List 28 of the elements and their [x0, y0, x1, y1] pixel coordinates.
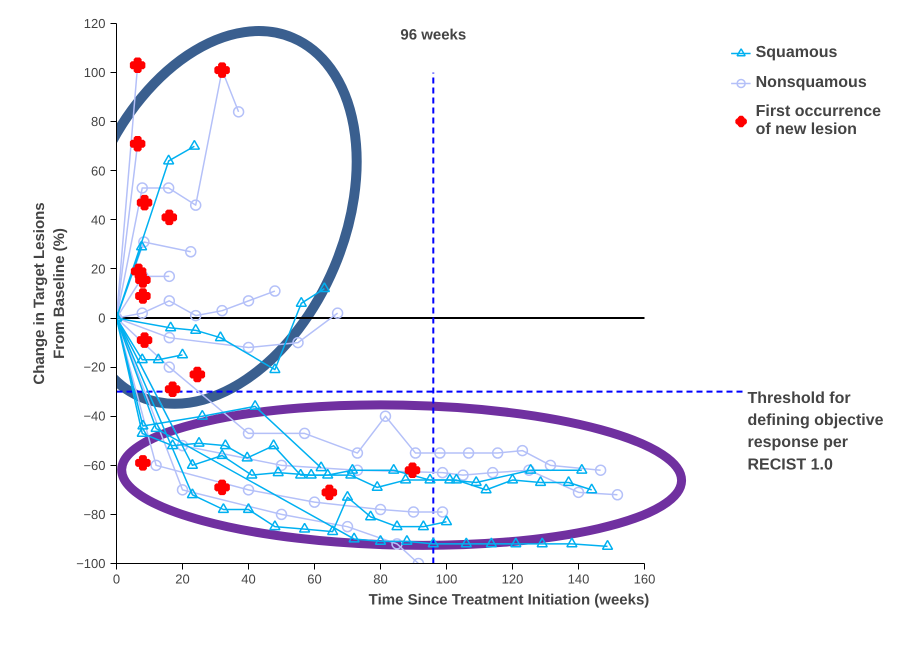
- x-tick-label: 160: [634, 572, 656, 586]
- y-tick-label: −40: [83, 408, 106, 424]
- y-tick-label: 120: [84, 16, 106, 31]
- y-tick-label: −60: [83, 458, 106, 473]
- ref-line-label: 96 weeks: [400, 26, 466, 44]
- x-tick-label: 0: [112, 572, 120, 586]
- x-tick-label: 60: [307, 572, 322, 586]
- y-tick-label: 40: [91, 212, 106, 228]
- x-tick-label: 140: [568, 572, 590, 586]
- ref-line-label: Threshold for defining objective response per RECIST 1.0: [748, 390, 884, 474]
- y-tick-label: 0: [98, 310, 106, 326]
- x-axis-title: Time Since Treatment Initiation (weeks): [368, 592, 650, 608]
- y-tick-label: −100: [76, 556, 106, 571]
- x-tick-label: 120: [502, 572, 524, 586]
- y-tick-label: 60: [91, 163, 106, 178]
- legend-label: Squamous: [756, 44, 838, 62]
- x-tick-label: 20: [175, 572, 190, 586]
- legend-label: Nonsquamous: [756, 74, 867, 92]
- x-tick-label: 80: [373, 572, 388, 586]
- x-tick-label: 40: [241, 572, 256, 586]
- y-axis-title: Change in Target Lesions From Baseline (%): [30, 202, 68, 385]
- y-tick-label: 20: [91, 261, 106, 276]
- x-tick-label: 100: [436, 572, 458, 586]
- legend-label: First occurrence of new lesion: [756, 103, 881, 139]
- y-tick-label: 100: [84, 65, 106, 80]
- y-tick-label: −80: [83, 506, 106, 522]
- y-tick-label: −20: [83, 360, 106, 375]
- y-tick-label: 80: [91, 114, 106, 130]
